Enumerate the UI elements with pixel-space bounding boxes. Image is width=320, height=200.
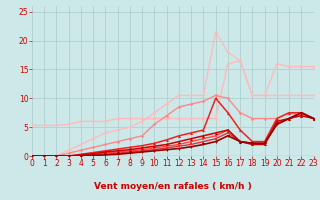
X-axis label: Vent moyen/en rafales ( km/h ): Vent moyen/en rafales ( km/h ) xyxy=(94,182,252,191)
